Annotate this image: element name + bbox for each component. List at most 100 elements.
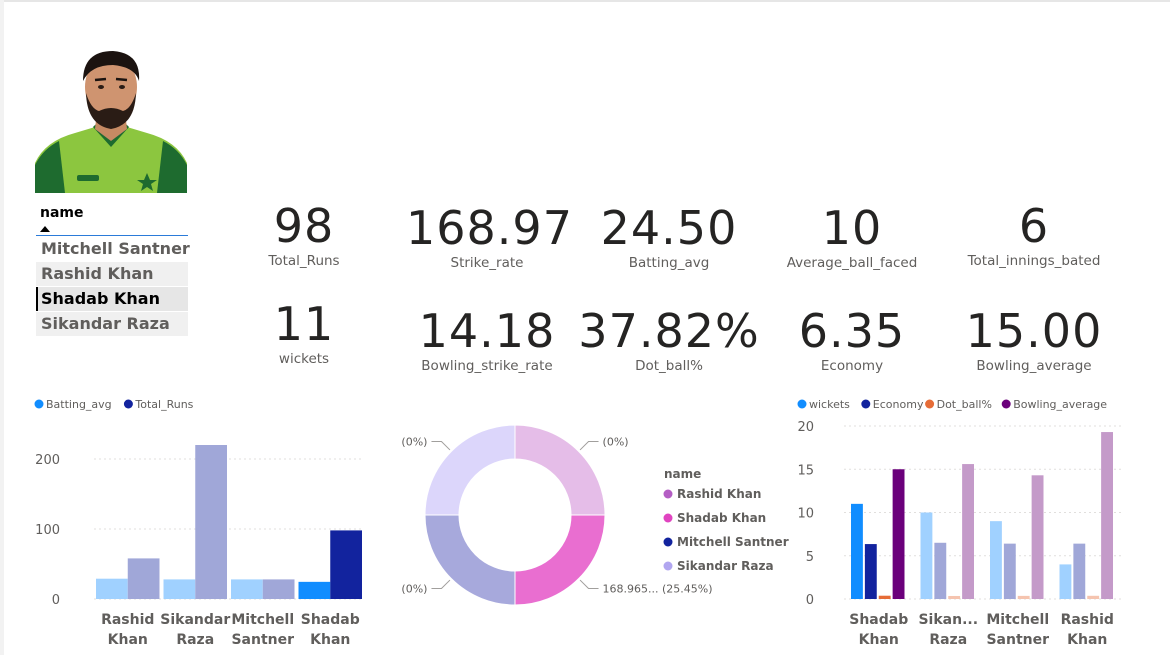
slice-label: 168.965... (25.45%) [603, 583, 713, 596]
bar-total-runs [127, 558, 160, 599]
y-tick-label: 100 [35, 523, 60, 538]
card-average-ball-faced: 10 Average_ball_faced [776, 202, 928, 272]
legend-marker [925, 399, 935, 409]
legend-marker [123, 399, 133, 409]
slice-label: (0%) [603, 435, 629, 448]
bar-total-runs [262, 579, 295, 599]
x-tick-label: Sikandar [160, 612, 230, 628]
slicer-sort-bar[interactable] [36, 223, 188, 236]
bar-dot-ball- [1087, 595, 1100, 599]
card-label: Strike_rate [450, 255, 524, 271]
card-label: Total_innings_bated [967, 253, 1101, 269]
card-label: wickets [278, 351, 330, 367]
card-economy: 6.35 Economy [776, 305, 928, 375]
x-tick-label: Raza [929, 632, 967, 648]
slice-label: (0%) [401, 583, 427, 596]
x-tick-label: Khan [108, 632, 148, 648]
bar-wickets [920, 512, 933, 599]
bar-bowling-average [892, 469, 905, 599]
card-value: 11 [273, 297, 335, 351]
legend-label: Sikandar Raza [677, 559, 774, 573]
x-tick-label: Shadab [849, 612, 908, 628]
bar-dot-ball- [878, 595, 891, 599]
slicer-item[interactable]: Sikandar Raza [36, 312, 188, 336]
legend-title: name [664, 467, 701, 481]
bar-bowling-average [1101, 432, 1113, 599]
donut-slice [514, 424, 606, 516]
card-total-innings-bated: 6 Total_innings_bated [960, 200, 1108, 270]
bar-bowling-average [1031, 475, 1044, 599]
bar-dot-ball- [1017, 595, 1030, 599]
x-tick-label: Shadab [301, 612, 360, 628]
x-tick-label: Rashid [101, 612, 154, 628]
card-value: 37.82% [578, 304, 760, 358]
legend-label: Total_Runs [134, 398, 193, 411]
card-value: 168.97 [406, 201, 573, 255]
legend-label: wickets [809, 398, 850, 411]
x-tick-label: Santner [231, 632, 294, 648]
card-wickets: 11 wickets [244, 298, 364, 368]
donut-slice [424, 514, 516, 606]
card-total-runs: 98 Total_Runs [244, 200, 364, 270]
bar-economy [864, 544, 877, 599]
bar-economy [1003, 543, 1016, 599]
card-label: Bowling_strike_rate [421, 358, 553, 374]
card-value: 15.00 [965, 304, 1103, 358]
legend-label: Dot_ball% [937, 398, 992, 411]
y-tick-label: 20 [797, 420, 814, 435]
bar-total-runs [330, 530, 362, 599]
player-name-slicer: name Mitchell Santner Rashid Khan Shadab K… [36, 205, 190, 336]
x-tick-label: Sikan... [918, 612, 978, 628]
bar-wickets [990, 521, 1002, 599]
y-tick-label: 5 [806, 550, 814, 565]
card-label: Bowling_average [976, 358, 1092, 374]
x-tick-label: Khan [859, 632, 899, 648]
legend-marker [663, 561, 673, 571]
slice-label: (0%) [401, 435, 427, 448]
donut-slice [514, 514, 606, 606]
legend-label: Mitchell Santner [677, 535, 789, 549]
donut-slice [424, 424, 516, 516]
leader-line [431, 579, 451, 590]
player-photo [35, 45, 187, 193]
card-value: 98 [273, 199, 335, 253]
leader-line [579, 579, 599, 590]
sort-ascending-icon[interactable] [40, 226, 50, 232]
slicer-item[interactable]: Rashid Khan [36, 262, 188, 286]
bar-batting-avg [298, 581, 331, 599]
card-label: Total_Runs [268, 253, 340, 269]
card-value: 10 [821, 201, 883, 255]
slicer-item[interactable]: Shadab Khan [36, 287, 188, 311]
x-tick-label: Raza [176, 632, 214, 648]
x-tick-label: Khan [310, 632, 350, 648]
card-value: 14.18 [418, 304, 556, 358]
card-batting-avg: 24.50 Batting_avg [596, 202, 742, 272]
legend-label: Bowling_average [1013, 398, 1107, 411]
batting-bar-chart[interactable]: Batting_avg Total_Runs 0 100 200 Rashid Khan Si… [20, 392, 380, 655]
x-tick-label: Khan [1067, 632, 1107, 648]
card-label: Average_ball_faced [786, 255, 918, 271]
slicer-item[interactable]: Mitchell Santner [41, 239, 190, 258]
legend-marker [663, 489, 673, 499]
bar-total-runs [195, 445, 227, 599]
legend-marker [797, 399, 807, 409]
bar-bowling-average [962, 464, 974, 599]
card-value: 24.50 [600, 201, 738, 255]
card-bowling-strike-rate: 14.18 Bowling_strike_rate [406, 305, 568, 375]
leader-line [579, 440, 599, 451]
bowling-bar-chart[interactable]: wickets Economy Dot_ball% Bowling_average 0 5… [788, 392, 1128, 655]
bar-wickets [1059, 564, 1072, 599]
donut-chart[interactable]: (0%) 168.965... (25.45%) (0%) (0%) name Rashi… [392, 420, 792, 630]
legend-marker [861, 399, 871, 409]
leader-line [431, 440, 451, 451]
bar-economy [1073, 543, 1086, 599]
legend-label: Shadab Khan [677, 511, 766, 525]
card-label: Dot_ball% [635, 358, 703, 374]
card-label: Batting_avg [628, 255, 710, 271]
legend-marker [663, 513, 673, 523]
card-label: Economy [820, 358, 884, 374]
x-tick-label: Santner [986, 632, 1049, 648]
card-strike-rate: 168.97 Strike_rate [406, 201, 573, 272]
y-tick-label: 200 [35, 453, 60, 468]
y-tick-label: 0 [52, 593, 60, 608]
